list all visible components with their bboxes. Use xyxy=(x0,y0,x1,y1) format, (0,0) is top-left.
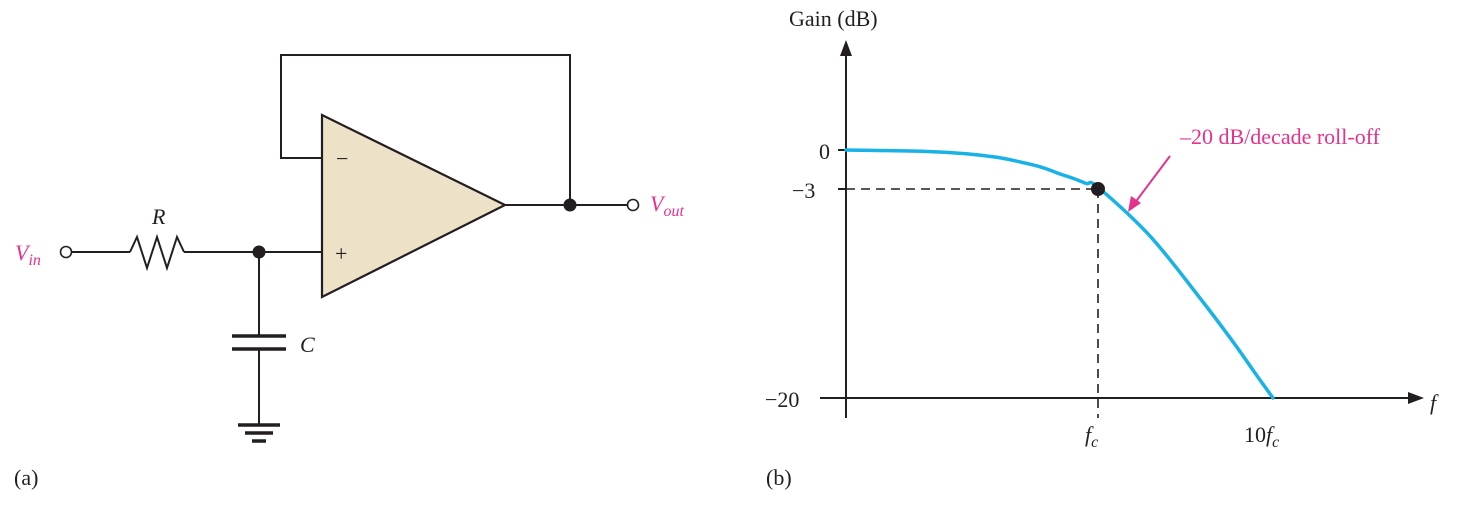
xtick-label-fc: fc xyxy=(1085,422,1098,451)
opamp-minus-sign: − xyxy=(336,146,348,171)
xtick-label-10fc: 10fc xyxy=(1244,422,1279,451)
x-axis-arrowhead xyxy=(1408,392,1424,404)
resistor-zigzag xyxy=(129,233,185,272)
ground-icon xyxy=(238,423,280,443)
annotation-arrow-line xyxy=(1133,155,1171,205)
panel-label-b: (b) xyxy=(766,465,792,490)
vin-label: Vin xyxy=(15,240,41,269)
ytick-label-minus20: −20 xyxy=(765,387,799,412)
bode-plot: Gain (dB) 0 −3 −20 fc 10fc f –20 dB/deca… xyxy=(765,6,1439,490)
rolloff-annotation: –20 dB/decade roll-off xyxy=(1179,124,1381,149)
y-axis-arrowhead xyxy=(840,40,852,56)
lowpass-filter-circuit: − + R C Vin Vout (a) xyxy=(14,54,684,490)
gain-curve xyxy=(844,148,1275,400)
panel-label-a: (a) xyxy=(14,465,38,490)
capacitor-label: C xyxy=(300,332,315,357)
vout-label: Vout xyxy=(650,191,684,220)
vout-terminal xyxy=(626,198,640,212)
y-axis-label: Gain (dB) xyxy=(789,6,878,31)
x-axis-label: f xyxy=(1430,390,1439,415)
output-junction-dot xyxy=(563,198,577,212)
cutoff-point-marker xyxy=(1091,182,1105,196)
resistor-label: R xyxy=(151,204,166,229)
vin-terminal xyxy=(59,245,73,259)
ytick-label-minus3: −3 xyxy=(792,178,815,203)
ytick-label-0: 0 xyxy=(819,139,830,164)
opamp-plus-sign: + xyxy=(335,241,347,266)
annotation-arrowhead xyxy=(1128,196,1141,212)
feedback-wire xyxy=(280,54,571,205)
opamp-triangle xyxy=(320,113,508,299)
